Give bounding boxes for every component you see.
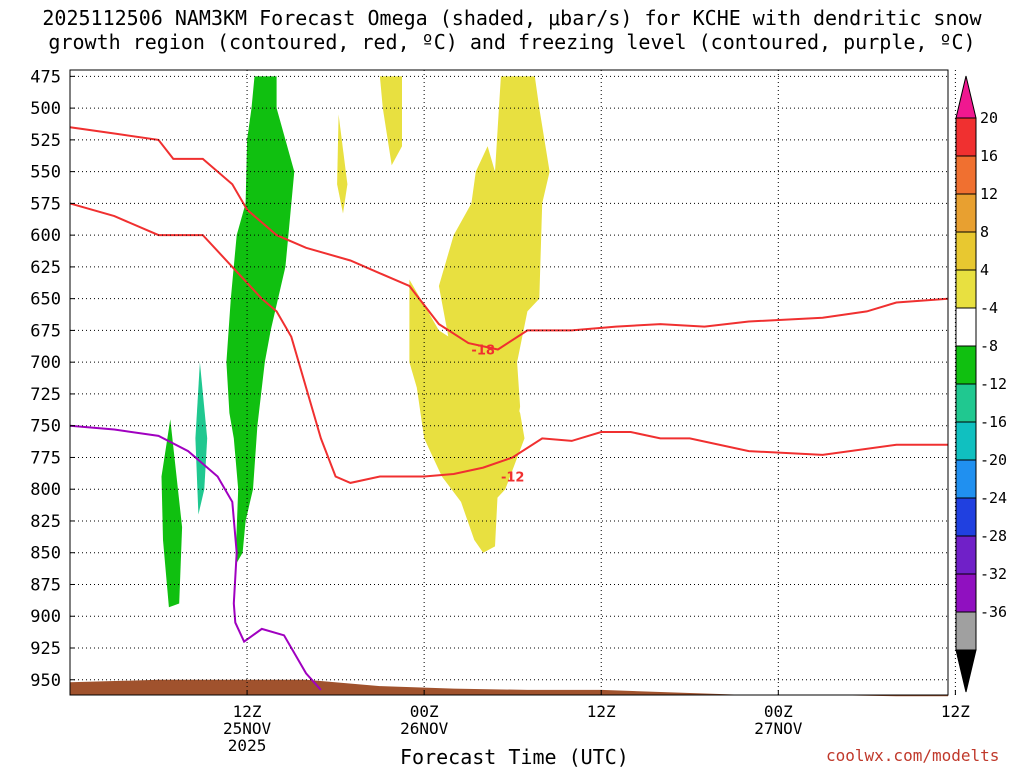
y-tick-label-725: 725 [30,385,61,405]
colorbar-label--36: -36 [980,603,1007,621]
y-tick-label-775: 775 [30,448,61,468]
colorbar-label--28: -28 [980,527,1007,545]
y-tick-label-475: 475 [30,67,61,87]
y-tick-label-650: 650 [30,290,61,310]
x-tick-label-0-1: 25NOV [223,719,272,738]
y-tick-label-900: 900 [30,607,61,627]
y-tick-label-550: 550 [30,163,61,183]
colorbar-segment-3 [955,231,977,271]
colorbar-segment-11 [955,535,977,575]
omega-region-0-0 [226,76,295,566]
colorbar-segment-0 [955,117,977,157]
colorbar-label--20: -20 [980,451,1007,469]
y-tick-label-575: 575 [30,194,61,214]
chart-title-line-1: 2025112506 NAM3KM Forecast Omega (shaded… [42,6,982,30]
x-tick-label-3-1: 27NOV [754,719,803,738]
colorbar-segment-4 [955,269,977,309]
axes-layer: 475 500 525 550 575 600 625 650 675 700 725 750 775 8… [30,67,970,755]
y-tick-label-500: 500 [30,99,61,119]
colorbar-segment-13 [955,611,977,651]
colorbar-label-16: 16 [980,147,998,165]
omega-region-0-1 [161,419,183,608]
y-tick-label-675: 675 [30,321,61,341]
y-tick-label-525: 525 [30,131,61,151]
colorbar-top-triangle [955,75,977,119]
y-tick-label-700: 700 [30,353,61,373]
plot-frame [69,69,949,696]
contour-label-3: -12 [501,471,525,486]
colorbar-segment-5 [955,307,977,347]
y-tick-label-600: 600 [30,226,61,246]
x-axis-label: Forecast Time (UTC) [400,745,629,769]
y-tick-label-825: 825 [30,512,61,532]
colorbar-label--32: -32 [980,565,1007,583]
colorbar-segment-2 [955,193,977,233]
colorbar-label-12: 12 [980,185,998,203]
terrain-area [70,679,948,697]
omega-region-2-0 [379,76,402,166]
x-tick-label-0-0: 12Z [233,702,262,721]
colorbar-label--16: -16 [980,413,1007,431]
contour-labels-layer: -12 -18 [471,343,525,486]
colorbar-label--24: -24 [980,489,1007,507]
omega-region-1-0 [195,362,208,515]
x-tick-label-4-0: 12Z [941,702,970,721]
y-tick-label-850: 850 [30,544,61,564]
colorbar-segment-10 [955,497,977,537]
credit-text: coolwx.com/modelts [826,746,1000,765]
colorbar-segment-1 [955,155,977,195]
colorbar-segment-9 [955,459,977,499]
x-tick-label-3-0: 00Z [764,702,793,721]
x-tick-label-2-0: 12Z [587,702,616,721]
gridlines-layer [70,70,956,695]
x-tick-label-1-1: 26NOV [400,719,449,738]
colorbar-label--8: -8 [980,337,998,355]
colorbar-label-20: 20 [980,109,998,127]
colorbar-segment-12 [955,573,977,613]
y-tick-label-925: 925 [30,639,61,659]
colorbar: 20 16 12 8 4 -4 -8 -12 -16 -20 -24 -28 -32 -36 [955,75,1007,693]
colorbar-label--4: -4 [980,299,998,317]
contour-line-5 [69,424,322,691]
x-tick-label-0-2: 2025 [228,736,267,755]
contour-label-4: -18 [471,343,495,358]
contour-line-4 [69,126,949,351]
y-tick-label-750: 750 [30,417,61,437]
colorbar-label-8: 8 [980,223,989,241]
colorbar-segment-6 [955,345,977,385]
colorbar-label--12: -12 [980,375,1007,393]
omega-region-2-1 [337,114,348,214]
chart-title-line-2: growth region (contoured, red, ºC) and f… [48,30,976,54]
colorbar-segment-8 [955,421,977,461]
y-tick-label-625: 625 [30,258,61,278]
omega-shading-layer [70,76,948,697]
y-tick-label-950: 950 [30,671,61,691]
omega-region-2-3 [438,76,550,553]
colorbar-bottom-triangle [955,649,977,693]
x-tick-label-1-0: 00Z [410,702,439,721]
y-tick-label-800: 800 [30,480,61,500]
colorbar-label-4: 4 [980,261,989,279]
y-tick-label-875: 875 [30,575,61,595]
colorbar-segment-7 [955,383,977,423]
